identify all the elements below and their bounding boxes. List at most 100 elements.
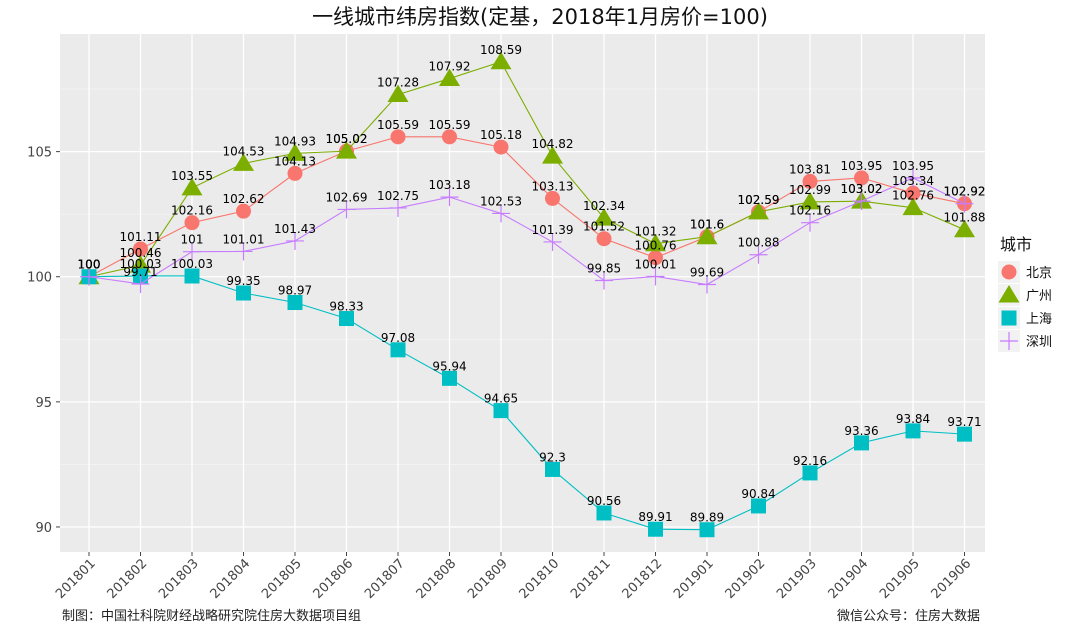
data-label: 102.99 [789, 183, 831, 197]
data-label: 103.95 [892, 159, 934, 173]
data-label: 100 [78, 258, 101, 272]
data-point [545, 190, 560, 206]
data-point [698, 275, 716, 294]
footer-wechat: 微信公众号：住房大数据 [836, 609, 980, 624]
data-point [439, 68, 460, 87]
data-label: 107.28 [377, 76, 419, 90]
data-label: 99.85 [587, 261, 621, 275]
data-point [389, 198, 407, 217]
x-tick-label: 201801 [53, 556, 99, 602]
data-label: 104.93 [274, 134, 316, 148]
data-point [336, 141, 357, 159]
y-tick-label: 105 [27, 146, 52, 161]
data-point [852, 192, 871, 211]
data-label: 102.69 [326, 190, 368, 204]
data-point [80, 267, 98, 286]
x-tick-label: 201804 [208, 556, 254, 602]
data-label: 102.16 [171, 204, 213, 218]
plot-panel [60, 34, 985, 552]
data-label: 93.36 [844, 424, 878, 438]
data-label: 100.03 [120, 257, 162, 271]
data-label: 107.92 [429, 60, 471, 74]
series-line [88, 275, 965, 531]
data-label: 90.56 [587, 494, 621, 508]
data-point [595, 271, 613, 290]
data-label: 100.88 [738, 236, 780, 250]
x-tick-label: 201811 [568, 556, 614, 602]
series-line [88, 61, 965, 278]
data-point [287, 295, 303, 311]
data-label: 92.16 [793, 454, 827, 468]
data-point [234, 242, 253, 261]
data-label: 101.11 [120, 230, 162, 244]
data-point [184, 268, 200, 284]
data-label: 95.94 [432, 359, 466, 373]
data-label: 104.53 [223, 144, 265, 158]
data-label: 101.43 [274, 222, 316, 236]
chart-title: 一线城市纬房指数(定基，2018年1月房价=100) [312, 5, 768, 29]
data-label: 105.02 [326, 132, 368, 146]
data-label: 103.18 [429, 178, 471, 192]
x-tick-label: 201802 [105, 556, 151, 602]
data-point [799, 191, 821, 210]
data-label: 93.84 [896, 412, 930, 426]
data-point [442, 129, 457, 145]
x-axis: 201801 201802 201803 201804 201805 201806 2018… [53, 552, 974, 602]
data-label: 103.55 [171, 169, 213, 183]
data-label: 90.84 [741, 487, 775, 501]
data-point [645, 233, 666, 252]
data-point [904, 168, 922, 187]
series-line [88, 136, 965, 278]
data-point [646, 267, 665, 286]
data-point [751, 498, 766, 514]
data-label: 98.33 [329, 300, 363, 314]
series-3 [81, 268, 972, 538]
data-point [854, 170, 869, 186]
data-label: 104.82 [532, 137, 574, 151]
data-label: 102.76 [892, 189, 934, 203]
data-point [699, 522, 715, 538]
data-label: 103.02 [841, 182, 883, 196]
data-point [233, 153, 254, 171]
series-4 [80, 168, 974, 294]
data-point [440, 188, 459, 207]
x-tick-label: 201906 [929, 556, 975, 602]
data-label: 89.91 [638, 510, 672, 524]
data-point [905, 185, 921, 201]
data-label: 101.6 [690, 218, 724, 232]
x-tick-label: 201903 [774, 556, 820, 602]
data-label: 102.92 [944, 185, 986, 199]
data-label: 101.88 [944, 211, 986, 225]
data-point [748, 201, 769, 220]
x-tick-label: 201806 [311, 556, 357, 602]
legend-label: 北京 [1026, 266, 1052, 281]
y-tick-label: 100 [27, 271, 52, 286]
data-point [905, 423, 921, 439]
data-point [181, 177, 203, 196]
data-point [390, 129, 406, 145]
data-label: 100.46 [120, 246, 162, 260]
data-label: 101.01 [223, 232, 265, 246]
series-layer [78, 51, 975, 538]
data-point [390, 342, 406, 358]
x-tick-label: 201803 [156, 556, 202, 602]
data-point [648, 521, 663, 537]
data-label: 93.71 [947, 415, 981, 429]
data-labels: 100 101.11 102.16 102.62 104.13 105.02 105.59 1… [78, 43, 986, 525]
data-point [183, 242, 201, 261]
y-tick-label: 95 [35, 396, 52, 411]
x-tick-label: 201805 [259, 556, 305, 602]
x-tick-label: 201904 [826, 556, 872, 602]
data-label: 100.76 [635, 239, 677, 253]
data-point [184, 215, 200, 231]
x-tick-label: 201902 [723, 556, 769, 602]
data-point [954, 219, 975, 238]
data-label: 105.59 [429, 118, 471, 132]
data-label: 94.65 [484, 392, 518, 406]
data-label: 101.39 [532, 223, 574, 237]
y-axis: 90 95 100 105 [27, 146, 60, 536]
data-point [696, 226, 718, 245]
legend-key [998, 285, 1020, 303]
data-label: 92.3 [539, 450, 566, 464]
data-point [493, 139, 509, 155]
